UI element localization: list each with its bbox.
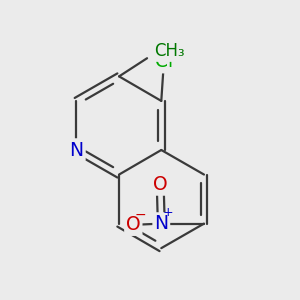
Text: CH₃: CH₃ [154, 42, 185, 60]
Text: O: O [153, 175, 168, 194]
Text: −: − [134, 208, 146, 222]
Text: +: + [163, 206, 173, 219]
Text: Cl: Cl [155, 52, 173, 71]
Text: N: N [69, 140, 83, 160]
Text: O: O [126, 215, 141, 234]
Text: N: N [154, 214, 168, 233]
